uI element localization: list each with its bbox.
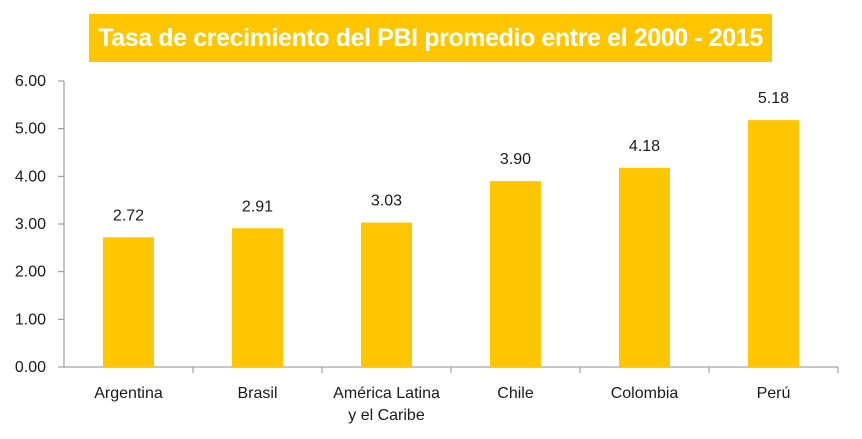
bar bbox=[490, 181, 541, 367]
y-tick-label: 4.00 bbox=[15, 168, 46, 185]
chart-title-banner: Tasa de crecimiento del PBI promedio ent… bbox=[89, 14, 772, 62]
category-label: y el Caribe bbox=[348, 407, 425, 424]
bar bbox=[361, 222, 412, 367]
data-label: 2.72 bbox=[113, 207, 144, 224]
data-label: 2.91 bbox=[242, 198, 273, 215]
y-tick-label: 0.00 bbox=[15, 359, 46, 376]
bar bbox=[619, 167, 670, 367]
bar bbox=[232, 228, 283, 367]
bar bbox=[748, 120, 799, 367]
y-tick-label: 6.00 bbox=[15, 73, 46, 90]
data-label: 4.18 bbox=[629, 138, 660, 155]
y-tick-label: 1.00 bbox=[15, 311, 46, 328]
category-label: Brasil bbox=[237, 385, 277, 402]
data-label: 3.90 bbox=[500, 151, 531, 168]
category-label: Perú bbox=[757, 385, 791, 402]
data-label: 5.18 bbox=[758, 90, 789, 107]
bar bbox=[103, 237, 154, 367]
y-tick-label: 3.00 bbox=[15, 216, 46, 233]
category-label: Colombia bbox=[611, 385, 679, 402]
data-label: 3.03 bbox=[371, 193, 402, 210]
y-tick-label: 2.00 bbox=[15, 264, 46, 281]
y-tick-label: 5.00 bbox=[15, 121, 46, 138]
category-label: América Latina bbox=[333, 385, 440, 402]
category-label: Argentina bbox=[94, 385, 163, 402]
category-label: Chile bbox=[497, 385, 534, 402]
chart-title: Tasa de crecimiento del PBI promedio ent… bbox=[98, 23, 763, 52]
